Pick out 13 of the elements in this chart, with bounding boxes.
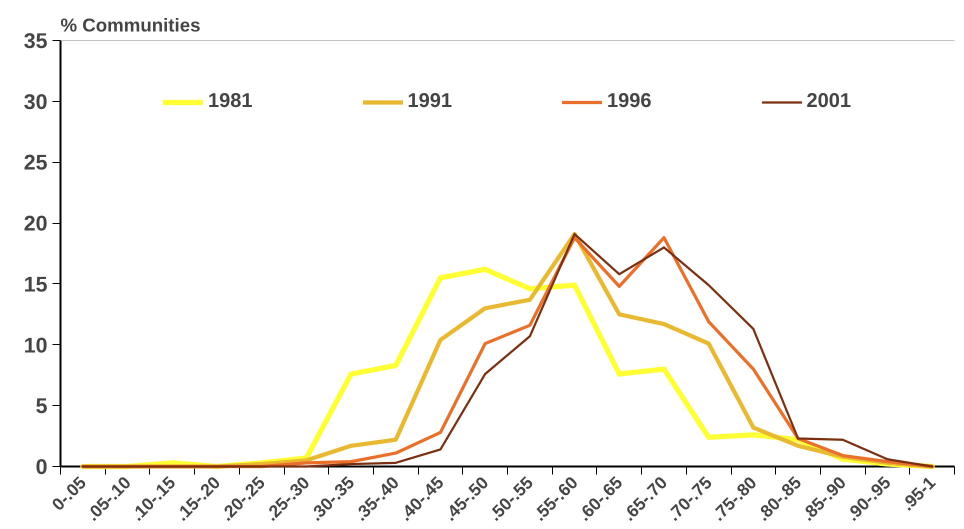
y-tick-label: 15 — [24, 272, 48, 296]
legend-label: 1991 — [408, 90, 452, 113]
legend-label: 1981 — [208, 90, 252, 113]
y-tick-label: 10 — [24, 333, 48, 358]
legend-label: 2001 — [806, 90, 851, 113]
y-tick-label: 0 — [36, 455, 48, 479]
y-tick-label: 30 — [24, 90, 48, 114]
y-tick-label: 35 — [24, 29, 48, 53]
y-tick-label: 5 — [36, 394, 48, 418]
y-tick-label: 20 — [24, 212, 48, 236]
y-tick-label: 25 — [24, 150, 48, 175]
legend-label: 1996 — [607, 90, 652, 113]
y-axis-title: % Communities — [60, 14, 200, 36]
